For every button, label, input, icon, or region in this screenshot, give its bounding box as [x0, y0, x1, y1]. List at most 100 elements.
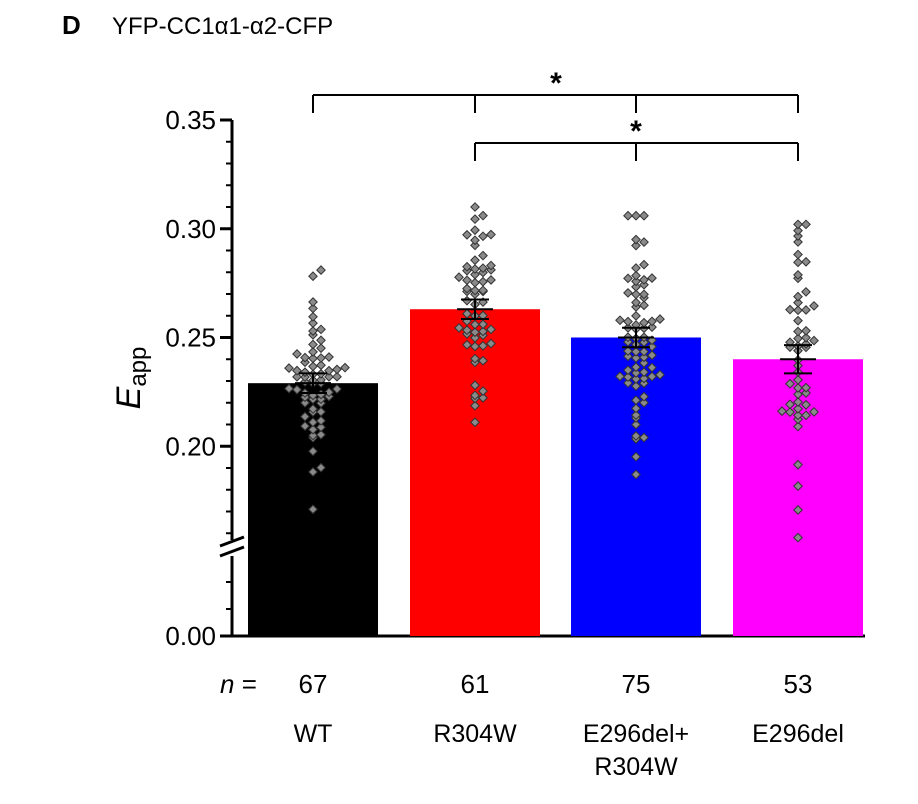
data-point	[631, 346, 641, 357]
category-labels: n = 67 WT 61 R304W 75 E296del+ R304W 53 E296del	[220, 669, 844, 781]
data-point	[462, 339, 472, 350]
data-point	[801, 332, 811, 343]
data-point	[793, 421, 803, 432]
data-point	[623, 351, 633, 362]
data-point	[284, 363, 294, 373]
data-point	[631, 410, 641, 420]
significance-star: *	[550, 67, 562, 100]
category-label: R304W	[594, 753, 678, 781]
data-point	[623, 287, 633, 298]
data-point	[801, 325, 811, 336]
data-point	[332, 384, 342, 394]
data-point	[454, 272, 464, 283]
data-point	[470, 390, 480, 401]
data-point	[801, 410, 811, 421]
data-point	[470, 264, 480, 274]
data-point	[623, 210, 633, 221]
data-point	[793, 315, 803, 326]
y-axis-label: Eapp	[110, 347, 152, 410]
data-point	[631, 276, 641, 287]
n-count-label: 53	[784, 669, 813, 699]
data-point	[793, 291, 803, 302]
data-point	[308, 404, 318, 414]
data-point	[639, 391, 649, 402]
data-point	[308, 504, 318, 515]
data-point	[785, 304, 795, 315]
data-point	[316, 343, 326, 354]
data-point	[631, 381, 641, 391]
data-point	[647, 362, 657, 373]
data-point	[316, 335, 326, 346]
data-point	[809, 300, 819, 311]
data-point	[300, 352, 310, 363]
data-point	[639, 373, 649, 384]
axis-break-mark	[219, 545, 245, 558]
data-point	[647, 273, 657, 283]
data-point	[292, 371, 302, 382]
data-point	[639, 274, 649, 285]
data-point	[308, 297, 318, 307]
data-point	[470, 380, 480, 391]
data-point	[284, 383, 294, 394]
data-point	[639, 367, 649, 378]
data-point	[462, 325, 472, 336]
data-point	[793, 403, 803, 414]
data-point	[470, 202, 480, 212]
data-point	[639, 397, 649, 408]
data-point	[478, 392, 488, 403]
data-point	[470, 400, 480, 411]
data-point	[316, 265, 326, 275]
data-point	[332, 364, 342, 375]
data-point	[308, 271, 318, 282]
data-point	[793, 231, 803, 241]
y-tick-label: 0.20	[165, 431, 216, 461]
data-point	[300, 421, 310, 431]
data-point	[631, 362, 641, 373]
data-point	[300, 411, 310, 422]
data-point	[478, 263, 488, 274]
data-point	[478, 297, 488, 308]
data-point	[639, 432, 649, 443]
data-point	[470, 319, 480, 330]
data-point	[793, 389, 803, 400]
error-bars	[295, 298, 816, 394]
chart-title: YFP-CC1α1-α2-CFP	[112, 13, 333, 40]
data-point	[478, 319, 488, 330]
data-point	[308, 417, 318, 428]
data-point	[809, 335, 819, 346]
data-point	[639, 259, 649, 270]
data-points	[284, 202, 819, 543]
data-point	[340, 362, 350, 373]
n-prefix: n	[220, 669, 234, 699]
data-point	[308, 347, 318, 357]
data-point	[631, 210, 641, 221]
data-point	[478, 210, 488, 221]
y-tick-label: 0.35	[165, 105, 216, 135]
data-point	[308, 424, 318, 435]
data-point	[647, 322, 657, 333]
data-point	[801, 399, 811, 410]
data-point	[478, 355, 488, 366]
data-point	[793, 249, 803, 260]
data-point	[470, 240, 480, 251]
data-point	[631, 289, 641, 300]
data-point	[462, 261, 472, 272]
y-axis-label-main: E	[110, 386, 148, 409]
data-point	[793, 333, 803, 344]
data-point	[631, 419, 641, 430]
data-point	[316, 429, 326, 440]
data-point	[470, 225, 480, 236]
data-point	[793, 374, 803, 385]
data-point	[470, 269, 480, 280]
data-point	[793, 305, 803, 316]
data-point	[793, 505, 803, 515]
data-point	[793, 481, 803, 492]
data-point	[615, 371, 625, 382]
n-prefix-label: n =	[220, 669, 257, 699]
data-point	[639, 237, 649, 247]
data-point	[308, 326, 318, 336]
axis-break-mark	[219, 535, 245, 548]
data-point	[292, 349, 302, 359]
data-point	[470, 341, 480, 352]
data-point	[615, 315, 625, 326]
